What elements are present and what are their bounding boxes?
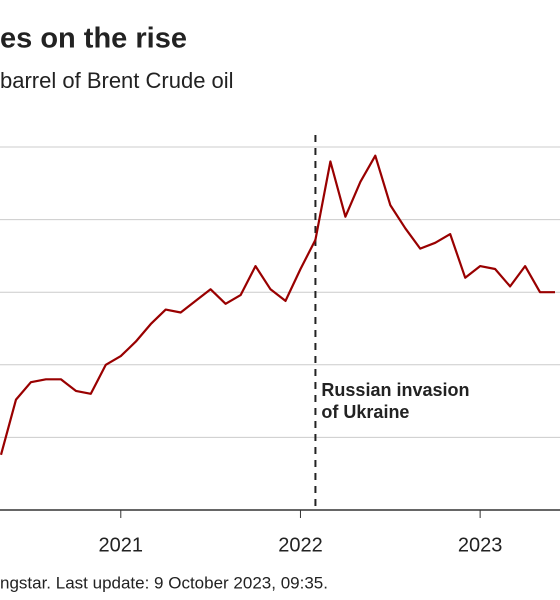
x-tick-label: 2022 [278,534,323,556]
chart-title: es on the rise [0,23,187,55]
chart-subtitle: barrel of Brent Crude oil [0,68,234,93]
x-tick-label: 2023 [458,534,503,556]
x-tick-label: 2021 [99,534,144,556]
price-line [0,154,555,456]
annotation-text: Russian invasion [321,380,469,400]
annotation-text: of Ukraine [321,402,409,422]
source: ngstar. Last update: 9 October 2023, 09:… [0,573,328,592]
